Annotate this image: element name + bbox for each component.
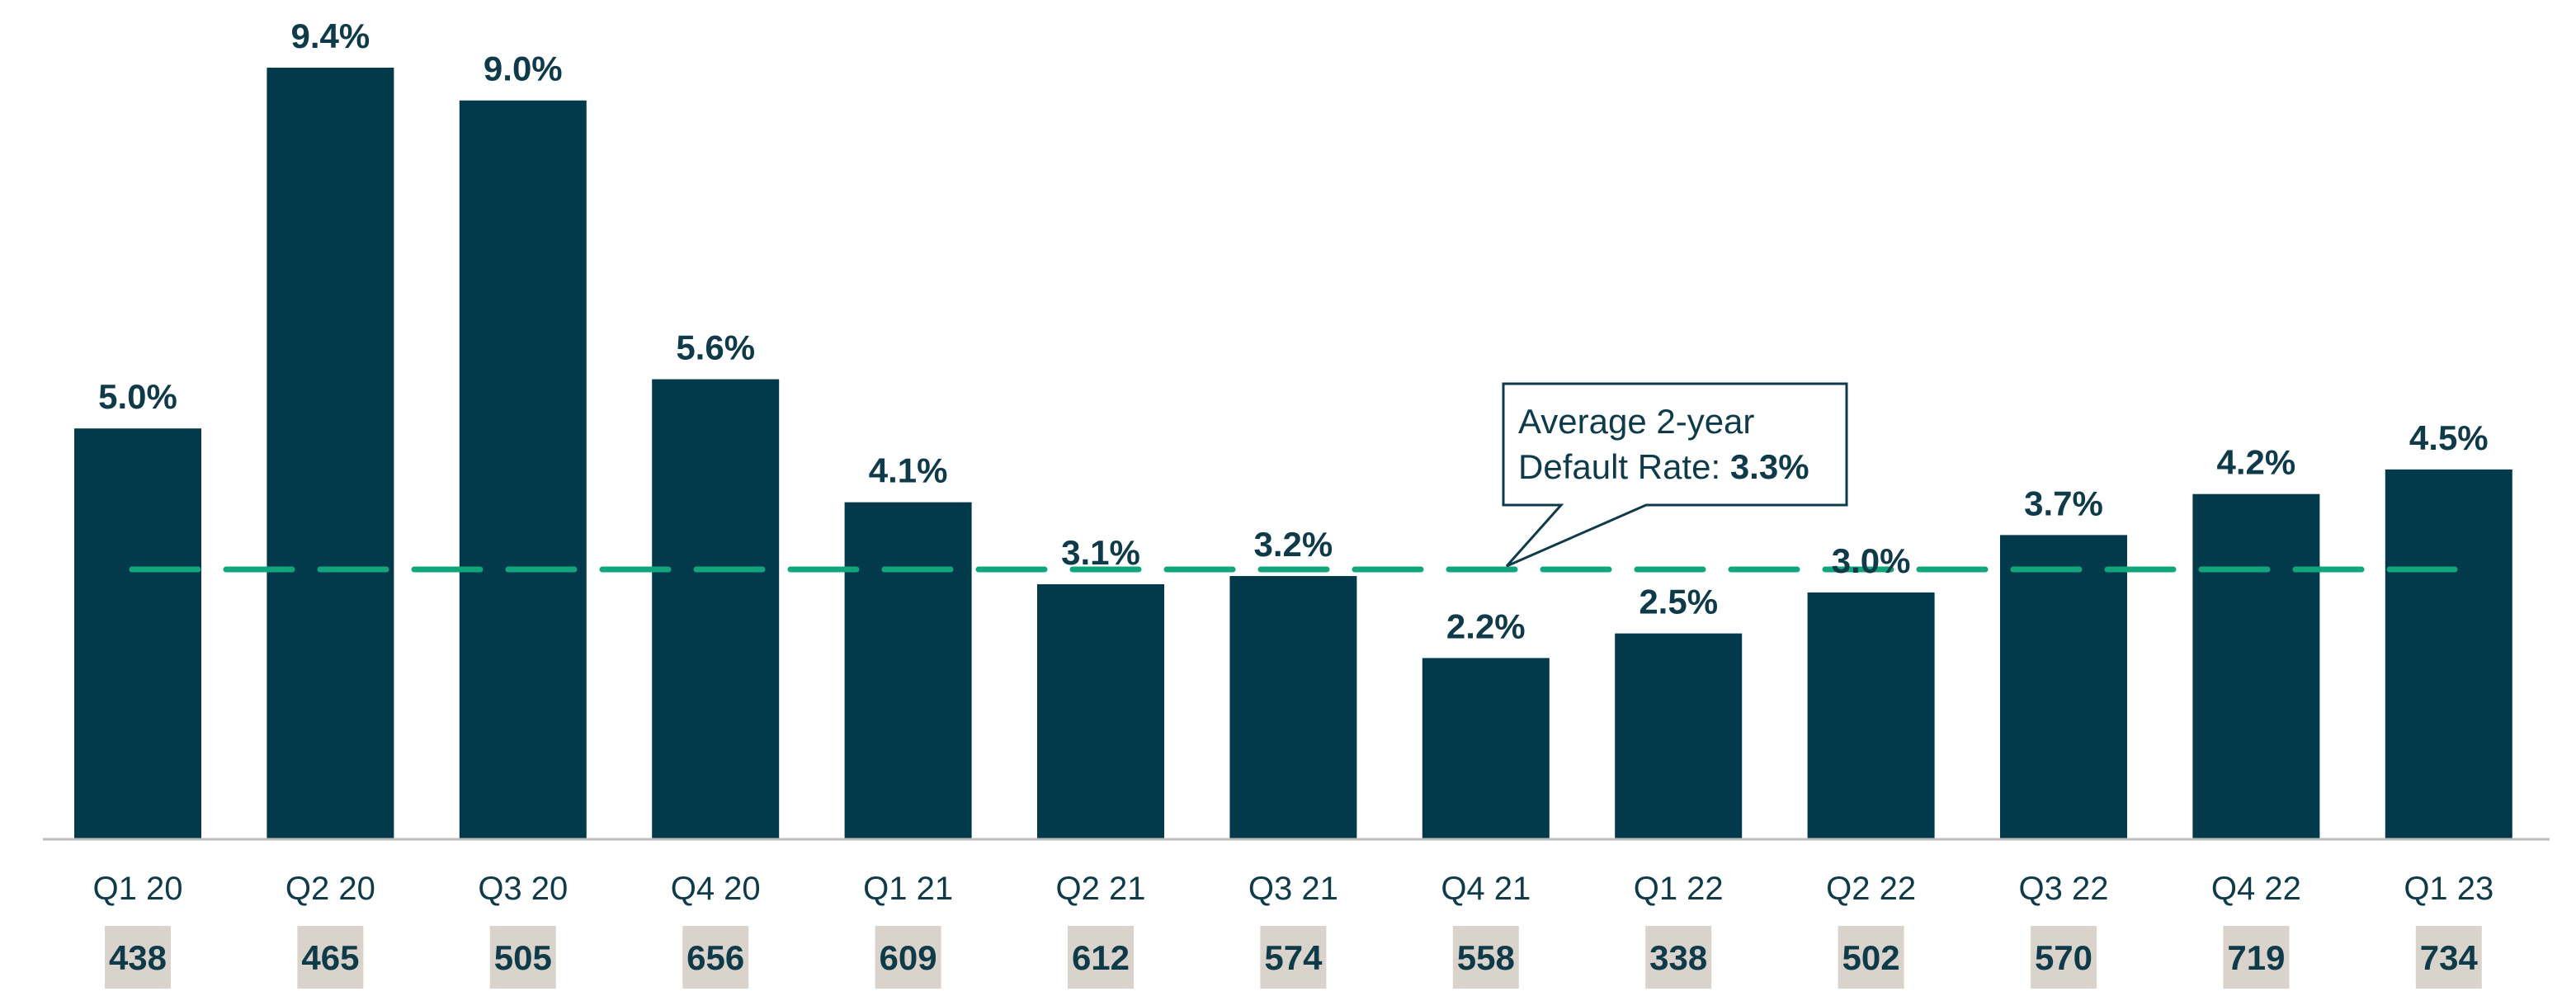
count-box [1068, 926, 1134, 989]
average-annotation: Average 2-year Default Rate: 3.3% [1502, 382, 1848, 568]
x-tick-label: Q1 20 [93, 871, 183, 907]
bar-q4-21 [1422, 658, 1550, 838]
bar-value-label: 2.5% [1639, 583, 1718, 621]
x-tick-label: Q4 21 [1441, 871, 1531, 907]
x-tick-label: Q3 22 [2019, 871, 2109, 907]
bar-q1-20 [74, 428, 201, 838]
count-label: 612 [1072, 938, 1130, 977]
bar-q3-20 [459, 100, 587, 838]
count-label: 465 [301, 938, 359, 977]
count-label: 570 [2035, 938, 2092, 977]
bar-value-label: 4.1% [869, 451, 948, 490]
bar-q1-22 [1615, 633, 1743, 838]
count-box [1260, 926, 1327, 989]
count-label: 438 [109, 938, 167, 977]
count-box [297, 926, 364, 989]
bar-q2-22 [1807, 592, 1935, 838]
count-box [682, 926, 749, 989]
x-tick-label: Q3 21 [1248, 871, 1338, 907]
x-tick-label: Q1 21 [863, 871, 953, 907]
bar-value-label: 5.0% [98, 377, 177, 416]
count-label: 609 [880, 938, 937, 977]
bar-value-label: 3.7% [2024, 484, 2103, 522]
x-tick-label: Q1 23 [2404, 871, 2493, 907]
bar-value-label: 9.4% [291, 17, 370, 55]
annotation-average-value: 3.3% [1730, 447, 1809, 486]
bar-value-label: 3.1% [1061, 533, 1140, 572]
annotation-line-1: Average 2-year [1518, 402, 1754, 441]
bar-q2-20 [267, 68, 394, 838]
count-label: 558 [1457, 938, 1515, 977]
count-label: 719 [2227, 938, 2285, 977]
count-box [489, 926, 556, 989]
labels-group: 5.0% Q1 20 438 9.4% Q2 20 465 9.0% Q3 20 505 5.6%… [93, 17, 2493, 989]
annotation-callout [1502, 382, 1848, 568]
x-tick-label: Q2 22 [1826, 871, 1916, 907]
bar-q4-20 [652, 379, 780, 838]
count-box [875, 926, 941, 989]
bar-q2-21 [1037, 583, 1164, 838]
count-box [2223, 926, 2290, 989]
bar-q4-22 [2192, 493, 2320, 838]
x-tick-label: Q2 21 [1056, 871, 1146, 907]
bar-q3-21 [1229, 576, 1357, 838]
count-box [1645, 926, 1712, 989]
count-box [105, 926, 171, 989]
bars-group [74, 68, 2512, 838]
count-box [1452, 926, 1519, 989]
count-box [2415, 926, 2482, 989]
count-label: 502 [1842, 938, 1900, 977]
bar-value-label: 3.2% [1254, 525, 1333, 564]
x-tick-label: Q4 20 [671, 871, 761, 907]
bar-value-label: 3.0% [1832, 541, 1911, 580]
bar-value-label: 4.2% [2217, 443, 2296, 482]
x-tick-label: Q3 20 [478, 871, 568, 907]
bar-value-label: 5.6% [676, 328, 755, 367]
count-box [1838, 926, 1904, 989]
bar-q3-22 [2000, 535, 2127, 838]
x-tick-label: Q4 22 [2211, 871, 2301, 907]
count-box [2031, 926, 2097, 989]
x-tick-label: Q1 22 [1634, 871, 1724, 907]
count-label: 338 [1649, 938, 1707, 977]
bar-value-label: 4.5% [2409, 418, 2489, 457]
x-tick-label: Q2 20 [285, 871, 375, 907]
annotation-line-2: Default Rate: 3.3% [1518, 447, 1809, 486]
count-label: 656 [686, 938, 744, 977]
bar-q1-23 [2385, 469, 2512, 838]
bar-q1-21 [844, 502, 972, 838]
bar-value-label: 2.2% [1446, 607, 1526, 645]
annotation-line-2-prefix: Default Rate: [1518, 447, 1730, 486]
count-label: 734 [2420, 938, 2479, 977]
count-label: 574 [1264, 938, 1323, 977]
count-label: 505 [494, 938, 552, 977]
bar-value-label: 9.0% [484, 50, 563, 88]
